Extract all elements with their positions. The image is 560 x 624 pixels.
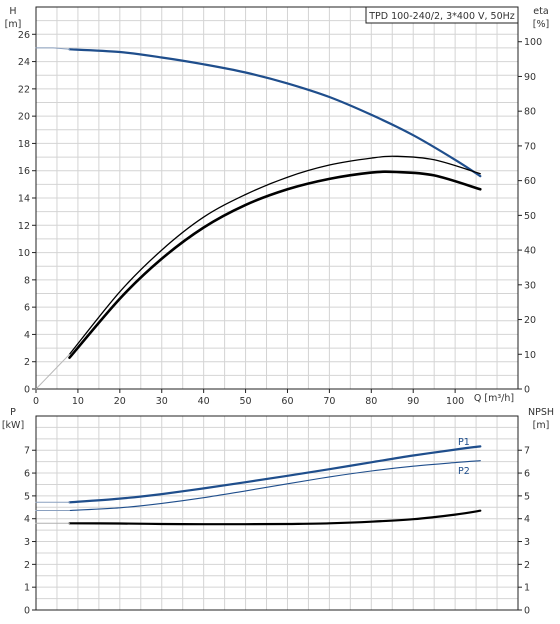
x-tick-label: 0 xyxy=(33,396,39,407)
y-left-axis-label-unit: [m] xyxy=(5,19,22,30)
y-right-tick-label: 5 xyxy=(524,491,530,502)
y-left-tick-label: 26 xyxy=(18,30,30,41)
y-left-tick-label: 24 xyxy=(18,57,30,68)
y-left-tick-label: 7 xyxy=(24,446,30,457)
y-left-tick-label: 0 xyxy=(24,385,30,396)
series-line-0-1 xyxy=(35,47,70,50)
head-efficiency-title-box: TPD 100-240/2, 3*400 V, 50Hz xyxy=(365,6,519,24)
y-left-tick-label: 20 xyxy=(18,112,30,123)
y-right-tick-label: 90 xyxy=(524,72,536,83)
y-right-axis-label-name: eta xyxy=(533,6,548,17)
series-line-1-0 xyxy=(68,445,482,504)
y-right-tick-label: 6 xyxy=(524,469,530,480)
y-right-tick-label: 4 xyxy=(524,514,530,525)
series-line-0-3 xyxy=(68,170,482,359)
power-npsh-grid xyxy=(36,416,518,610)
series-label-p2: P2 xyxy=(458,466,470,477)
x-tick-label: 80 xyxy=(365,396,377,407)
y-left-tick-label: 1 xyxy=(24,583,30,594)
y-right-tick-label: 60 xyxy=(524,176,536,187)
power-npsh-axis-ticks: 0 1 2 3 4 5 6 7 0 1 2 3 4 5 6 7 xyxy=(24,446,530,617)
head-efficiency-axis-ticks: 0 10 20 30 40 50 60 70 80 90 100024681012141618202… xyxy=(18,30,542,407)
power-npsh-series xyxy=(35,445,482,526)
series-line-1-4 xyxy=(68,509,482,526)
y-left-tick-label: 2 xyxy=(24,357,30,368)
power-npsh-plot-frame xyxy=(35,415,519,611)
y-right-tick-label: 0 xyxy=(524,385,530,396)
y-right-tick-label: 80 xyxy=(524,107,536,118)
x-tick-label: 90 xyxy=(407,396,419,407)
series-label-p1: P1 xyxy=(458,437,470,448)
x-tick-label: 20 xyxy=(114,396,126,407)
y-right-tick-label: 7 xyxy=(524,446,530,457)
y-right-tick-label: 30 xyxy=(524,280,536,291)
head-efficiency-grid xyxy=(36,7,518,389)
y-left-tick-label: 16 xyxy=(18,166,30,177)
x-tick-label: 40 xyxy=(198,396,210,407)
head-efficiency-series xyxy=(35,47,482,390)
y-right-tick-label: 70 xyxy=(524,141,536,152)
x-tick-label: 70 xyxy=(323,396,335,407)
y-left-tick-label: 4 xyxy=(24,330,30,341)
y-left-tick-label: 0 xyxy=(24,606,30,617)
x-tick-label: 60 xyxy=(281,396,293,407)
power-axis-label-unit: [kW] xyxy=(2,420,24,431)
y-right-tick-label: 20 xyxy=(524,315,536,326)
npsh-axis-label-name: NPSH xyxy=(528,407,554,418)
y-left-tick-label: 14 xyxy=(18,194,30,205)
power-axis-label-name: P xyxy=(10,407,16,418)
y-left-tick-label: 10 xyxy=(18,248,30,259)
npsh-axis-label-unit: [m] xyxy=(533,420,550,431)
y-right-tick-label: 40 xyxy=(524,246,536,257)
y-left-tick-label: 2 xyxy=(24,560,30,571)
y-right-tick-label: 100 xyxy=(524,37,542,48)
y-right-tick-label: 3 xyxy=(524,537,530,548)
series-line-0-2 xyxy=(68,155,481,355)
x-tick-label: 100 xyxy=(446,396,464,407)
y-left-tick-label: 18 xyxy=(18,139,30,150)
y-left-tick-label: 5 xyxy=(24,491,30,502)
series-line-1-2 xyxy=(68,460,481,512)
series-line-0-4 xyxy=(35,353,70,390)
series-line-0-0 xyxy=(68,48,482,178)
y-left-tick-label: 22 xyxy=(18,84,30,95)
y-left-axis-label-name: H xyxy=(9,6,16,17)
y-left-tick-label: 8 xyxy=(24,275,30,286)
y-left-tick-label: 6 xyxy=(24,303,30,314)
y-left-tick-label: 4 xyxy=(24,514,30,525)
y-right-axis-label-unit: [%] xyxy=(533,19,549,30)
y-right-tick-label: 1 xyxy=(524,583,530,594)
title-box-frame xyxy=(365,6,519,24)
y-left-tick-label: 6 xyxy=(24,469,30,480)
head-efficiency-chart: 0 10 20 30 40 50 60 70 80 90 100024681012141618202… xyxy=(5,6,550,407)
chart-title: TPD 100-240/2, 3*400 V, 50Hz xyxy=(368,11,515,22)
x-tick-label: 30 xyxy=(156,396,168,407)
y-right-tick-label: 10 xyxy=(524,350,536,361)
x-tick-label: 10 xyxy=(72,396,84,407)
y-right-tick-label: 50 xyxy=(524,211,536,222)
x-tick-label: 50 xyxy=(240,396,252,407)
power-npsh-chart: 0 1 2 3 4 5 6 7 0 1 2 3 4 5 6 7 P1 P2 P [kW] NPSH [m] xyxy=(2,407,554,617)
x-axis-label: Q [m³/h] xyxy=(474,393,514,404)
y-left-tick-label: 3 xyxy=(24,537,30,548)
y-left-tick-label: 12 xyxy=(18,221,30,232)
y-right-tick-label: 0 xyxy=(524,606,530,617)
y-right-tick-label: 2 xyxy=(524,560,530,571)
